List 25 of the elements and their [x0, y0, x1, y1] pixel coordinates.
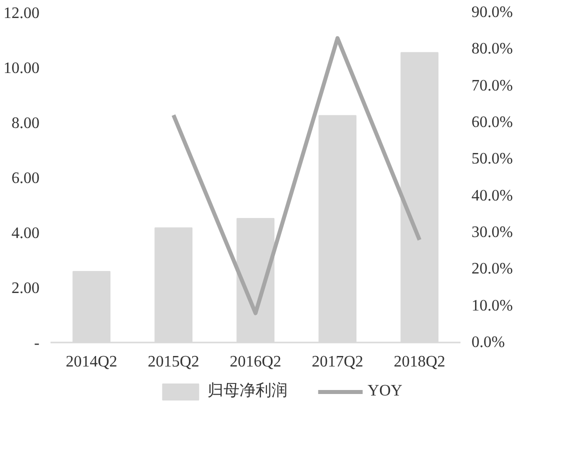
y2-tick-label: 40.0%: [472, 187, 513, 204]
y-tick-label: 10.00: [4, 60, 40, 77]
y2-tick-label: 70.0%: [472, 77, 513, 94]
y-tick-label: 12.00: [4, 5, 40, 22]
y-tick-label: -: [34, 335, 40, 352]
y2-tick-label: 20.0%: [472, 260, 513, 278]
y-tick-label: 8.00: [12, 115, 40, 132]
x-tick-label: 2016Q2: [230, 354, 282, 370]
y-tick-label: 2.00: [12, 280, 40, 297]
y2-tick-label: 90.0%: [472, 4, 513, 21]
y-tick-label: 6.00: [12, 170, 40, 187]
x-tick-label: 2014Q2: [66, 354, 118, 370]
y2-tick-label: 30.0%: [472, 224, 513, 241]
y-tick-label: 4.00: [12, 225, 40, 242]
y2-tick-label: 60.0%: [472, 114, 513, 131]
x-tick-label: 2018Q2: [394, 354, 446, 370]
y2-tick-label: 10.0%: [472, 297, 513, 314]
line-series: [172, 36, 422, 316]
legend-label: YOY: [368, 382, 402, 400]
y2-tick-label: 0.0%: [472, 334, 505, 351]
legend-label: 归母净利润: [208, 381, 288, 402]
x-tick-label: 2015Q2: [148, 354, 200, 370]
y2-tick-label: 80.0%: [472, 40, 513, 58]
x-tick-label: 2017Q2: [312, 354, 364, 370]
y2-tick-label: 50.0%: [472, 150, 513, 168]
